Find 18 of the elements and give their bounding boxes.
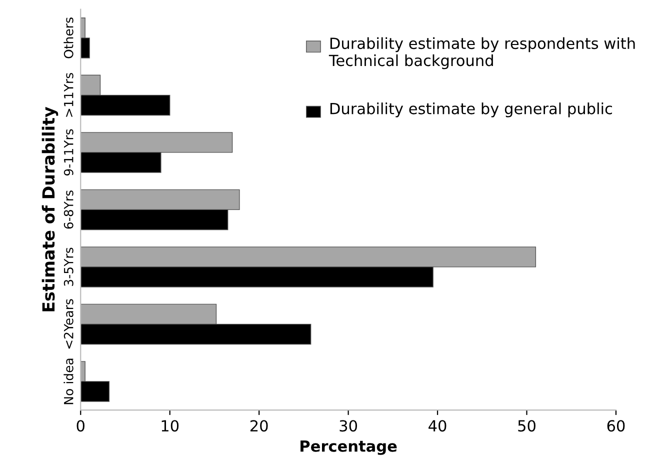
x-axis-title: Percentage	[300, 440, 397, 455]
y-tick-label: 9-11Yrs	[64, 129, 74, 176]
x-tick-label: 20	[250, 420, 268, 432]
y-tick-label: Others	[64, 18, 74, 58]
y-tick-label: >11Yrs	[64, 72, 74, 117]
y-axis-title: Estimate of Durability	[42, 106, 58, 312]
legend-label: Durability estimate by respondents with Technical background	[328, 37, 635, 70]
y-tick-label: 6-8Yrs	[64, 190, 74, 229]
x-tick-label: 60	[607, 420, 625, 432]
legend-label: Durability estimate by general public	[330, 102, 612, 118]
x-tick-label: 40	[428, 420, 446, 432]
x-tick-label: 10	[162, 420, 179, 432]
y-tick-label: 3-5Yrs	[64, 248, 74, 286]
x-tick-label: 0	[76, 420, 84, 432]
y-tick-label: <2Years	[64, 299, 74, 349]
x-tick-label: 50	[518, 420, 536, 432]
y-tick-label: No idea	[64, 358, 74, 404]
x-tick-label: 30	[340, 420, 358, 432]
